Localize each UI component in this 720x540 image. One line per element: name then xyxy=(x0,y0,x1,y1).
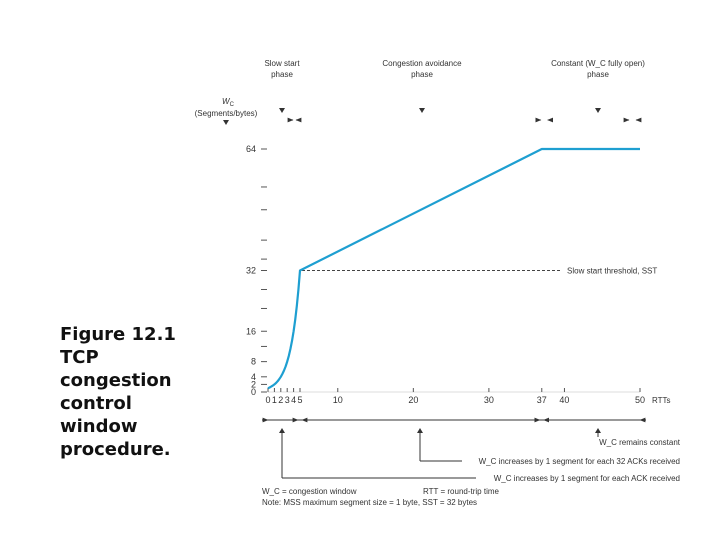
threshold-label: Slow start threshold, SST xyxy=(567,267,657,276)
y-tick-label: 2 xyxy=(251,379,256,389)
x-tick-label: 30 xyxy=(484,395,494,405)
y-tick-label: 16 xyxy=(246,326,256,336)
footnote: W_C = congestion window xyxy=(262,487,357,496)
legend-note: W_C increases by 1 segment for each 32 A… xyxy=(479,457,680,466)
series-line-cwnd xyxy=(267,147,640,390)
y-tick-label: 0 xyxy=(251,387,256,397)
footnote: RTT = round-trip time xyxy=(423,487,500,496)
phase-arrow-down xyxy=(419,108,425,113)
x-tick-label: 2 xyxy=(278,395,283,405)
figure-caption: Figure 12.1 TCP congestion control windo… xyxy=(60,323,200,461)
legend-note: W_C remains constant xyxy=(599,438,681,447)
y-axis-unit: (Segments/bytes) xyxy=(195,109,258,118)
phase-label: phase xyxy=(411,70,433,79)
caption-line: procedure. xyxy=(60,439,171,460)
y-tick-label: 64 xyxy=(246,144,256,154)
x-tick-label: 10 xyxy=(333,395,343,405)
phase-pointer-up xyxy=(279,428,285,433)
caption-line: TCP xyxy=(60,347,99,368)
y-tick-label: 8 xyxy=(251,357,256,367)
x-axis-label: RTTs xyxy=(652,396,671,405)
phase-arrow-down xyxy=(595,108,601,113)
footnote: Note: MSS maximum segment size = 1 byte,… xyxy=(262,498,477,507)
y-axis-label: WC xyxy=(222,97,235,108)
x-tick-label: 5 xyxy=(297,395,302,405)
legend-note: W_C increases by 1 segment for each ACK … xyxy=(494,474,680,483)
y-tick-label: 4 xyxy=(251,372,256,382)
caption-line: control xyxy=(60,393,132,414)
phase-label: Congestion avoidance xyxy=(382,59,462,68)
caption-line: Figure 12.1 xyxy=(60,324,176,345)
x-tick-label: 50 xyxy=(635,395,645,405)
y-tick-label: 32 xyxy=(246,266,256,276)
phase-pointer-up xyxy=(417,428,423,433)
caption-line: window xyxy=(60,416,138,437)
phase-label: Constant (W_C fully open) xyxy=(551,59,645,68)
y-axis-arrow xyxy=(223,120,229,125)
x-tick-label: 37 xyxy=(537,395,547,405)
phase-label: phase xyxy=(271,70,293,79)
x-tick-label: 20 xyxy=(408,395,418,405)
x-tick-label: 3 xyxy=(285,395,290,405)
x-tick-label: 0 xyxy=(265,395,270,405)
phase-pointer-up xyxy=(595,428,601,433)
caption-line: congestion xyxy=(60,370,172,391)
phase-label: phase xyxy=(587,70,609,79)
phase-label: Slow start xyxy=(264,59,300,68)
x-tick-label: 1 xyxy=(272,395,277,405)
phase-arrow-down xyxy=(279,108,285,113)
x-tick-label: 4 xyxy=(291,395,296,405)
x-tick-label: 40 xyxy=(559,395,569,405)
